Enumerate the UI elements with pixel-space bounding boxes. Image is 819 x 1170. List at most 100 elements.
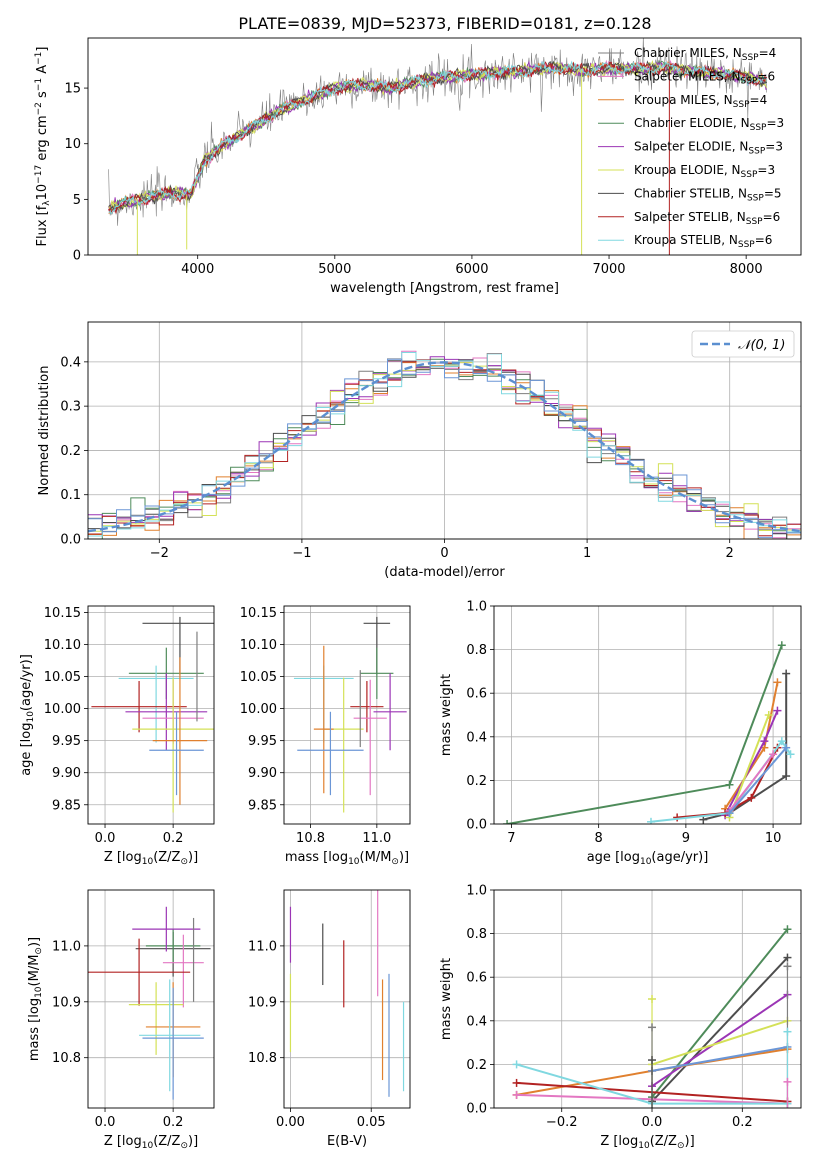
y-axis-label: mass weight (439, 958, 454, 1040)
x-tick-label: 0.2 (163, 1115, 184, 1130)
x-tick-label: 0.0 (95, 1115, 116, 1130)
x-tick-label: −0.2 (546, 1115, 578, 1130)
legend-label: Salpeter MILES, NSSP=6 (634, 69, 775, 86)
y-tick-label: 11.0 (248, 939, 277, 954)
legend-label: 𝒩(0, 1) (738, 338, 785, 353)
x-tick-label: −2 (150, 546, 169, 561)
x-tick-label: 10.8 (296, 831, 325, 846)
errorbar-points (88, 906, 211, 1100)
frame-age_vs_Z (87, 605, 215, 825)
y-tick-label: 9.90 (52, 766, 81, 781)
y-tick-label: 0.6 (466, 687, 487, 702)
y-tick-label: 0.0 (466, 1102, 487, 1117)
x-tick-label: 0.2 (732, 1115, 753, 1130)
x-tick-label: −1 (292, 546, 311, 561)
y-tick-label: 0.2 (60, 444, 81, 459)
x-tick-label: 0 (440, 546, 448, 561)
massweight-line (651, 928, 789, 1098)
legend-box (691, 330, 795, 358)
frame-age_vs_mass (283, 605, 411, 825)
y-tick-label: 0.4 (466, 1014, 487, 1029)
x-tick-label: 8 (595, 831, 603, 846)
y-tick-label: 0.2 (466, 774, 487, 789)
x-tick-label: 6000 (455, 262, 488, 277)
x-tick-label: 7 (507, 831, 515, 846)
y-tick-label: 10.8 (248, 1051, 277, 1066)
massweight-line (703, 673, 788, 821)
massweight-series (512, 925, 792, 1108)
massweight-line (651, 1046, 788, 1072)
x-axis-label: Z [log10(Z/Z⊙)] (104, 1134, 198, 1151)
axes-age_vs_mass: 10.8 11.0 9.85 9.90 9.95 10.00 10.05 10.10 10.15 (240, 606, 410, 846)
residual-legend: 𝒩(0, 1) (691, 330, 795, 358)
gaussian-curve (88, 361, 801, 533)
y-tick-label: 0.6 (466, 971, 487, 986)
frame-residuals (87, 321, 802, 540)
y-tick-label: 10.00 (44, 702, 81, 717)
y-tick-label: 5 (73, 193, 81, 208)
x-tick-label: 1 (583, 546, 591, 561)
y-tick-label: 10.8 (52, 1051, 81, 1066)
x-tick-label: 4000 (181, 262, 214, 277)
massweight-line (651, 1019, 788, 1066)
y-axis-label: mass weight (439, 674, 454, 756)
massweight-series (503, 641, 795, 824)
x-tick-label: 0.2 (163, 831, 184, 846)
axes-spectrum: 4000 5000 6000 7000 8000 0 5 10 15 (64, 82, 762, 277)
x-axis-label: mass [log10(M/M⊙)] (285, 850, 409, 867)
spectrum-legend: Chabrier MILES, NSSP=4 Salpeter MILES, NS… (598, 46, 784, 250)
massweight-line (728, 714, 770, 818)
y-tick-label: 10.05 (240, 670, 277, 685)
x-axis-label: Z [log10(Z/Z⊙)] (600, 1134, 694, 1151)
y-tick-label: 10.05 (44, 670, 81, 685)
y-tick-label: 9.85 (52, 798, 81, 813)
x-tick-label: 2 (726, 546, 734, 561)
y-tick-label: 10.15 (44, 606, 81, 621)
errorbar-points (293, 616, 407, 813)
x-axis-label: Z [log10(Z/Z⊙)] (104, 850, 198, 867)
spectrum-model-line (108, 60, 768, 215)
y-tick-label: 0.0 (60, 533, 81, 548)
y-tick-label: 10.15 (240, 606, 277, 621)
x-axis-label: wavelength [Angstrom, rest frame] (330, 281, 559, 296)
y-tick-label: 0 (73, 249, 81, 264)
y-tick-label: 10 (64, 137, 81, 152)
x-tick-label: 9 (682, 831, 690, 846)
y-tick-label: 10.10 (44, 638, 81, 653)
x-axis-label: (data-model)/error (384, 565, 505, 580)
legend-label: Chabrier MILES, NSSP=4 (634, 46, 776, 63)
y-tick-label: 10.9 (52, 995, 81, 1010)
x-tick-label: 0.0 (642, 1115, 663, 1130)
y-tick-label: 9.95 (52, 734, 81, 749)
y-tick-label: 0.3 (60, 400, 81, 415)
y-tick-label: 9.90 (248, 766, 277, 781)
y-axis-label: Flux [fλ10−17 erg cm−2 s−1 A−1] (34, 47, 52, 247)
legend-label: Chabrier STELIB, NSSP=5 (634, 186, 782, 203)
x-tick-label: 5000 (318, 262, 351, 277)
x-tick-label: 0.05 (357, 1115, 386, 1130)
y-tick-label: 0.2 (466, 1058, 487, 1073)
x-tick-label: 0.00 (276, 1115, 305, 1130)
y-tick-label: 0.8 (466, 643, 487, 658)
legend-label: Kroupa MILES, NSSP=4 (634, 93, 767, 110)
y-tick-label: 9.85 (248, 798, 277, 813)
frame-massweight_vs_age (493, 605, 802, 825)
massweight-line (728, 747, 787, 814)
massweight-line (651, 993, 789, 1088)
frame-spectrum (87, 37, 802, 256)
histogram-step (88, 356, 801, 534)
y-tick-label: 10.00 (240, 702, 277, 717)
y-tick-label: 0.4 (466, 730, 487, 745)
y-tick-label: 15 (64, 82, 81, 97)
x-axis-label: age [log10(age/yr)] (587, 850, 709, 867)
axes-mass_vs_Z: 0.0 0.2 10.8 10.9 11.0 (52, 890, 214, 1130)
y-tick-label: 1.0 (466, 600, 487, 615)
legend-label: Chabrier ELODIE, NSSP=3 (634, 116, 784, 133)
y-tick-label: 0.1 (60, 488, 81, 503)
x-tick-label: 0.0 (95, 831, 116, 846)
legend-label: Kroupa ELODIE, NSSP=3 (634, 163, 775, 180)
x-axis-label: E(B-V) (327, 1134, 367, 1149)
errorbar-points (91, 616, 214, 813)
